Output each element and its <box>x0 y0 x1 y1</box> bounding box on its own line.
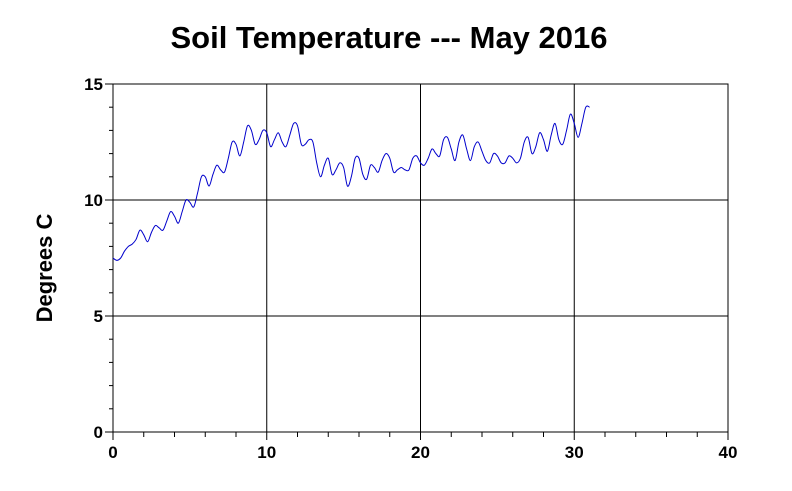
series-line-0 <box>112 105 590 261</box>
x-tick-label-40: 40 <box>719 443 738 462</box>
x-tick-label-30: 30 <box>565 443 584 462</box>
chart-title: Soil Temperature --- May 2016 <box>170 20 607 55</box>
y-tick-label-0: 0 <box>94 423 103 442</box>
y-tick-label-15: 15 <box>84 75 103 94</box>
y-tick-label-10: 10 <box>84 191 103 210</box>
series-layer <box>112 105 590 261</box>
x-tick-label-20: 20 <box>411 443 430 462</box>
grid-lines <box>113 84 728 432</box>
y-axis-label: Degrees C <box>32 213 57 322</box>
y-tick-label-5: 5 <box>94 307 103 326</box>
x-tick-label-10: 10 <box>257 443 276 462</box>
tick-labels: 0 10 20 30 40 0 5 10 15 <box>84 75 737 462</box>
minor-ticks <box>105 83 729 440</box>
x-tick-label-0: 0 <box>108 443 117 462</box>
